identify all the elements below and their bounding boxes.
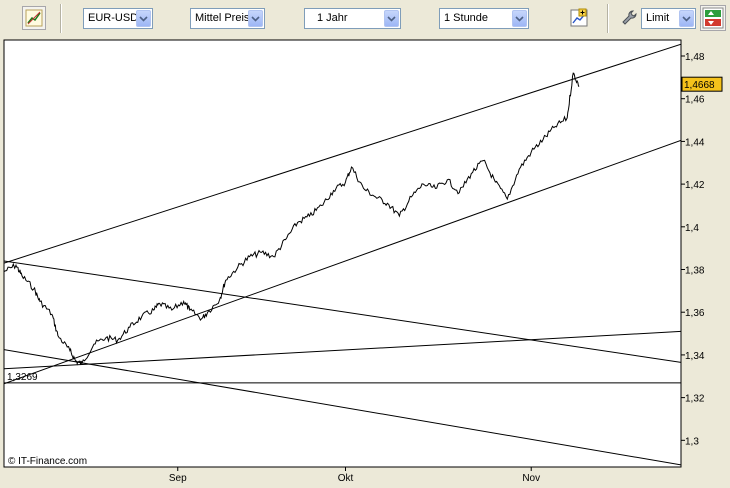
interval-value: 1 Stunde [444, 12, 489, 24]
y-tick-label: 1,42 [685, 180, 705, 191]
trend-line-icon [25, 9, 43, 27]
y-tick-label: 1,48 [685, 52, 705, 63]
trend-line[interactable] [4, 330, 681, 370]
trend-line[interactable] [4, 139, 681, 385]
chart-settings-icon [570, 8, 588, 27]
y-tick-label: 1,46 [685, 95, 705, 106]
current-price-tag [681, 76, 723, 92]
y-tick-label: 1,34 [685, 351, 705, 362]
buy-sell-button[interactable] [700, 5, 726, 31]
wrench-icon [622, 10, 637, 25]
symbol-select[interactable]: EUR-USD [83, 8, 153, 29]
toolbar: EUR-USD Mittel Preis 1 Jahr 1 Stunde Lim… [0, 0, 730, 38]
chevron-down-icon[interactable] [384, 10, 399, 27]
plot-area [3, 39, 682, 468]
current-price-label: 1,4668 [684, 80, 715, 91]
chevron-down-icon[interactable] [248, 10, 263, 27]
copyright-label: © IT-Finance.com [8, 456, 87, 467]
order-type-value: Limit [646, 12, 670, 24]
price-type-value: Mittel Preis [195, 12, 250, 24]
period-value: 1 Jahr [317, 12, 348, 24]
trend-line[interactable] [4, 260, 681, 363]
price-chart: 1,3269 1,48 1,46 1,44 1,42 1,4 1,38 1,36 1,34 1,… [3, 39, 723, 484]
y-tick-label: 1,44 [685, 137, 705, 148]
period-select[interactable]: 1 Jahr [304, 8, 401, 29]
x-tick-label: Sep [169, 473, 187, 483]
x-tick-label: Nov [522, 473, 540, 483]
y-tick-label: 1,4 [685, 223, 699, 234]
trend-line[interactable] [4, 349, 681, 466]
price-type-select[interactable]: Mittel Preis [190, 8, 265, 29]
y-tick-label: 1,36 [685, 308, 705, 319]
y-tick-label: 1,38 [685, 266, 705, 277]
chevron-down-icon[interactable] [679, 10, 694, 27]
interval-select[interactable]: 1 Stunde [439, 8, 529, 29]
price-series-line [4, 72, 580, 366]
trend-line[interactable] [4, 43, 681, 264]
x-tick-label: Okt [338, 473, 354, 483]
order-type-select[interactable]: Limit [641, 8, 696, 29]
draw-tool-button[interactable] [22, 6, 46, 30]
chart-area: 1,3269 1,48 1,46 1,44 1,42 1,4 1,38 1,36 1,34 1,… [0, 37, 730, 484]
chevron-down-icon[interactable] [136, 10, 151, 27]
chevron-down-icon[interactable] [512, 10, 527, 27]
y-tick-label: 1,3 [685, 436, 699, 447]
y-tick-label: 1,32 [685, 394, 705, 405]
horizontal-line-label: 1,3269 [7, 372, 38, 383]
symbol-value: EUR-USD [88, 12, 139, 24]
chart-settings-button[interactable] [567, 6, 591, 30]
buy-sell-icon [702, 7, 724, 29]
order-tool-button[interactable] [618, 6, 642, 30]
